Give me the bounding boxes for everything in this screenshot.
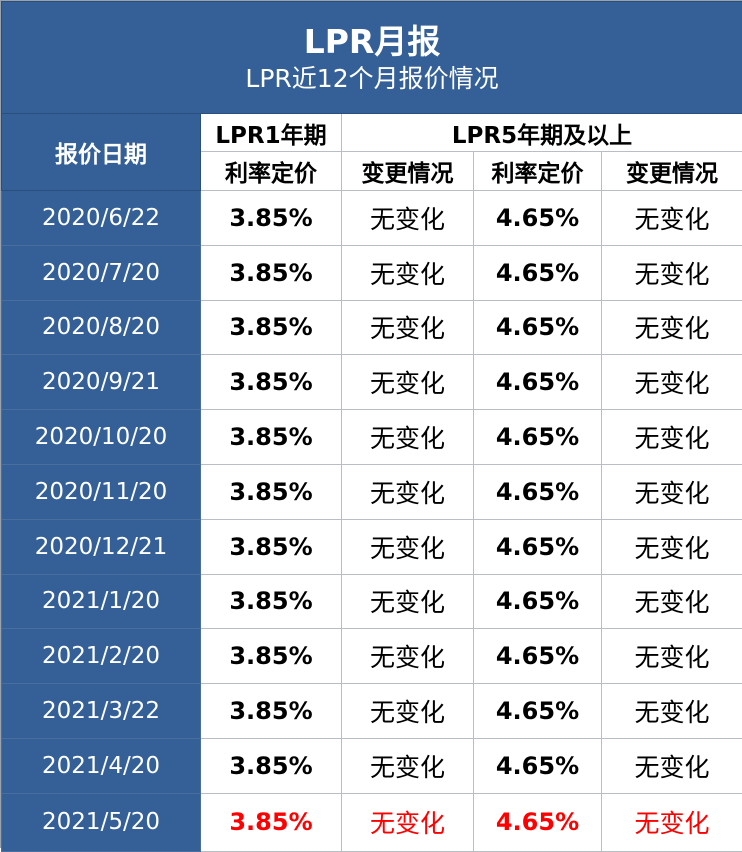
lpr1-rate-cell: 3.85% xyxy=(201,793,342,851)
lpr5-rate-cell: 4.65% xyxy=(474,191,602,246)
lpr5-change-header: 变更情况 xyxy=(602,152,742,191)
lpr5-change-cell: 无变化 xyxy=(602,191,742,246)
date-cell: 2020/12/21 xyxy=(2,519,201,574)
date-cell: 2021/4/20 xyxy=(2,738,201,793)
lpr5-rate-header: 利率定价 xyxy=(474,152,602,191)
date-cell: 2021/2/20 xyxy=(2,629,201,684)
lpr5-rate-cell: 4.65% xyxy=(474,629,602,684)
lpr1-rate-cell: 3.85% xyxy=(201,464,342,519)
date-cell: 2020/6/22 xyxy=(2,191,201,246)
lpr1-rate-cell: 3.85% xyxy=(201,629,342,684)
lpr5-rate-cell: 4.65% xyxy=(474,574,602,629)
lpr1-change-cell: 无变化 xyxy=(342,519,474,574)
lpr5-change-cell: 无变化 xyxy=(602,574,742,629)
date-cell: 2021/3/22 xyxy=(2,684,201,739)
date-cell: 2020/7/20 xyxy=(2,245,201,300)
lpr1-change-header: 变更情况 xyxy=(342,152,474,191)
date-cell: 2021/1/20 xyxy=(2,574,201,629)
lpr5-rate-cell: 4.65% xyxy=(474,300,602,355)
lpr1-rate-cell: 3.85% xyxy=(201,574,342,629)
date-cell: 2021/5/20 xyxy=(2,793,201,851)
lpr1-rate-cell: 3.85% xyxy=(201,684,342,739)
lpr1-group-header: LPR1年期 xyxy=(201,114,342,152)
lpr5-change-cell: 无变化 xyxy=(602,793,742,851)
lpr1-rate-cell: 3.85% xyxy=(201,410,342,465)
lpr5-change-cell: 无变化 xyxy=(602,300,742,355)
lpr1-rate-cell: 3.85% xyxy=(201,191,342,246)
lpr5-rate-cell: 4.65% xyxy=(474,245,602,300)
lpr5-change-cell: 无变化 xyxy=(602,355,742,410)
date-cell: 2020/9/21 xyxy=(2,355,201,410)
lpr1-rate-cell: 3.85% xyxy=(201,300,342,355)
lpr1-change-cell: 无变化 xyxy=(342,300,474,355)
lpr1-change-cell: 无变化 xyxy=(342,629,474,684)
lpr5-rate-cell: 4.65% xyxy=(474,410,602,465)
lpr1-change-cell: 无变化 xyxy=(342,191,474,246)
report-title: LPR月报 xyxy=(2,22,742,62)
lpr1-change-cell: 无变化 xyxy=(342,410,474,465)
lpr5-change-cell: 无变化 xyxy=(602,519,742,574)
lpr1-change-cell: 无变化 xyxy=(342,574,474,629)
lpr5-change-cell: 无变化 xyxy=(602,410,742,465)
report-subtitle: LPR近12个月报价情况 xyxy=(2,62,742,96)
date-cell: 2020/10/20 xyxy=(2,410,201,465)
lpr5-change-cell: 无变化 xyxy=(602,684,742,739)
lpr1-rate-cell: 3.85% xyxy=(201,245,342,300)
lpr5-rate-cell: 4.65% xyxy=(474,519,602,574)
lpr1-change-cell: 无变化 xyxy=(342,738,474,793)
lpr5-rate-cell: 4.65% xyxy=(474,355,602,410)
lpr5-rate-cell: 4.65% xyxy=(474,464,602,519)
lpr5-change-cell: 无变化 xyxy=(602,738,742,793)
lpr5-change-cell: 无变化 xyxy=(602,464,742,519)
date-column-header: 报价日期 xyxy=(2,114,201,191)
lpr1-change-cell: 无变化 xyxy=(342,793,474,851)
lpr1-rate-cell: 3.85% xyxy=(201,519,342,574)
date-cell: 2020/8/20 xyxy=(2,300,201,355)
lpr1-change-cell: 无变化 xyxy=(342,245,474,300)
lpr1-change-cell: 无变化 xyxy=(342,355,474,410)
lpr1-change-cell: 无变化 xyxy=(342,684,474,739)
lpr1-rate-header: 利率定价 xyxy=(201,152,342,191)
lpr5-group-header: LPR5年期及以上 xyxy=(342,114,742,152)
lpr5-change-cell: 无变化 xyxy=(602,629,742,684)
lpr1-rate-cell: 3.85% xyxy=(201,355,342,410)
lpr5-rate-cell: 4.65% xyxy=(474,684,602,739)
lpr5-rate-cell: 4.65% xyxy=(474,738,602,793)
lpr5-change-cell: 无变化 xyxy=(602,245,742,300)
report-banner: LPR月报 LPR近12个月报价情况 xyxy=(2,2,742,114)
lpr1-change-cell: 无变化 xyxy=(342,464,474,519)
date-cell: 2020/11/20 xyxy=(2,464,201,519)
lpr5-rate-cell: 4.65% xyxy=(474,793,602,851)
lpr1-rate-cell: 3.85% xyxy=(201,738,342,793)
